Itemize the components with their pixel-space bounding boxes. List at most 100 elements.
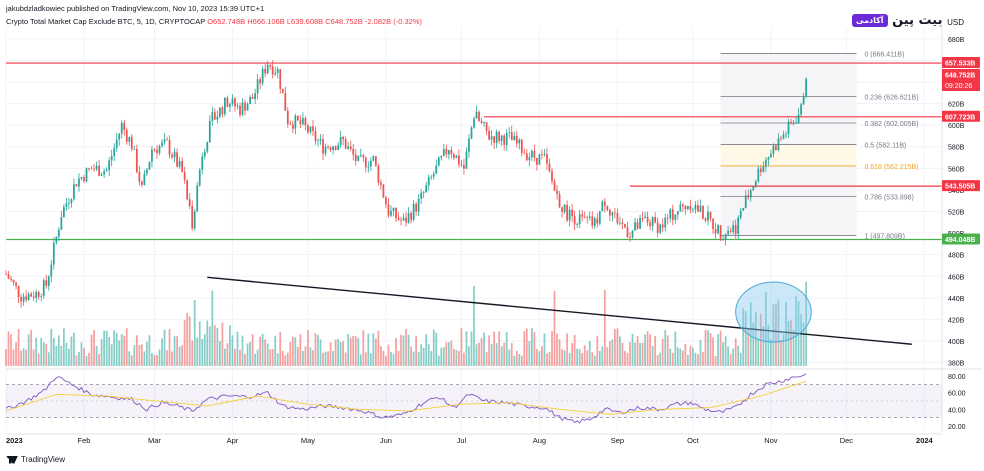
- volume-bar: [596, 336, 599, 366]
- candle-body: [407, 213, 410, 223]
- brand-logo: بیت پین آکادمی: [848, 13, 942, 28]
- candle-body: [445, 148, 448, 155]
- time-tick-label: Jun: [380, 436, 392, 445]
- volume-bar: [22, 348, 25, 366]
- volume-bar: [5, 349, 7, 366]
- volume-bar: [420, 344, 423, 366]
- candle-body: [309, 126, 312, 133]
- volume-bar: [528, 340, 531, 366]
- candle-body: [339, 136, 342, 146]
- volume-bar: [478, 342, 480, 366]
- candle-body: [148, 161, 151, 170]
- volume-bar: [115, 332, 118, 366]
- candle-body: [93, 168, 95, 170]
- time-tick-label: Nov: [764, 436, 778, 445]
- candle-body: [224, 97, 226, 115]
- candle-body: [362, 155, 365, 158]
- volume-bar: [65, 342, 68, 366]
- candle-body: [307, 125, 309, 133]
- price-tick-label: 620B: [948, 102, 965, 109]
- candle-body: [646, 216, 649, 223]
- candle-body: [304, 118, 307, 126]
- candle-body: [269, 64, 272, 67]
- volume-bar: [10, 334, 12, 366]
- candle-body: [578, 214, 581, 225]
- candle-body: [666, 217, 669, 219]
- trendline: [207, 276, 912, 345]
- volume-bar: [206, 320, 209, 366]
- candle-body: [281, 88, 284, 94]
- candle-body: [583, 216, 586, 218]
- volume-bar: [442, 347, 445, 366]
- volume-bar: [259, 336, 262, 366]
- candle-body: [387, 204, 390, 216]
- time-tick-label: 2023: [6, 436, 23, 445]
- candle-body: [138, 172, 141, 182]
- volume-bar: [317, 334, 319, 366]
- volume-bar: [588, 340, 591, 366]
- candle-body: [417, 198, 420, 212]
- volume-bar: [307, 330, 309, 366]
- price-tick-label: 540B: [948, 188, 965, 195]
- price-tick-label: 440B: [948, 296, 965, 303]
- candle-body: [123, 122, 126, 130]
- volume-bar: [163, 329, 166, 366]
- candle-body: [359, 155, 362, 156]
- rsi-tick-label: 60.00: [948, 391, 966, 398]
- candle-body: [639, 218, 641, 229]
- volume-bar: [450, 340, 453, 366]
- fibonacci-retracement: 0 (666.411B) 0.236 (626.621B) 0.382 (602.0…: [720, 51, 919, 240]
- volume-bar: [153, 355, 156, 366]
- volume-bar: [405, 328, 407, 366]
- volume-bar: [146, 341, 148, 366]
- volume-bar: [586, 350, 589, 366]
- volume-bar: [651, 346, 654, 366]
- volume-bar: [344, 352, 347, 366]
- volume-bar: [669, 348, 672, 366]
- volume-bar: [712, 337, 714, 366]
- candle-body: [171, 154, 173, 158]
- volume-bar: [541, 346, 543, 366]
- volume-bar: [530, 328, 533, 366]
- time-tick-label: Oct: [687, 436, 700, 445]
- candle-body: [598, 211, 601, 224]
- volume-bar: [359, 354, 362, 366]
- volume-bar: [483, 332, 485, 366]
- volume-bar: [563, 350, 566, 366]
- price-axis: 680B660B640B620B600B580B560B540B520B500B…: [6, 24, 982, 432]
- volume-bar: [347, 333, 350, 366]
- candle-body: [490, 136, 493, 140]
- volume-bar: [548, 351, 551, 366]
- candle-body: [739, 210, 742, 218]
- volume-bar: [500, 346, 503, 366]
- volume-bar: [435, 332, 438, 366]
- candle-body: [415, 203, 418, 212]
- candle-body: [543, 153, 546, 155]
- candle-body: [676, 211, 679, 215]
- volume-bar: [156, 355, 158, 366]
- symbol-ohlc-row: Crypto Total Market Cap Exclude BTC, 5, …: [6, 17, 422, 26]
- candle-body: [795, 122, 797, 124]
- candle-body: [284, 93, 287, 111]
- volume-bar: [211, 290, 214, 366]
- volume-bar: [447, 342, 450, 366]
- candle-body: [85, 168, 88, 182]
- volume-bar: [387, 344, 390, 366]
- volume-bar: [70, 336, 73, 366]
- price-label-box: [942, 233, 980, 245]
- candle-body: [347, 146, 350, 149]
- volume-bar: [372, 333, 375, 366]
- volume-bar: [752, 322, 755, 366]
- currency-label[interactable]: USD: [947, 18, 964, 27]
- candle-body: [586, 217, 589, 219]
- volume-bar: [553, 290, 556, 366]
- volume-bar: [226, 343, 229, 366]
- volume-bar: [256, 349, 259, 366]
- candle-body: [485, 122, 488, 131]
- fib-level-label: 0.618 (562.215B): [864, 164, 918, 171]
- candle-body: [442, 148, 445, 156]
- volume-bar: [437, 355, 440, 366]
- volume-bar: [203, 334, 206, 366]
- candle-body: [707, 211, 709, 221]
